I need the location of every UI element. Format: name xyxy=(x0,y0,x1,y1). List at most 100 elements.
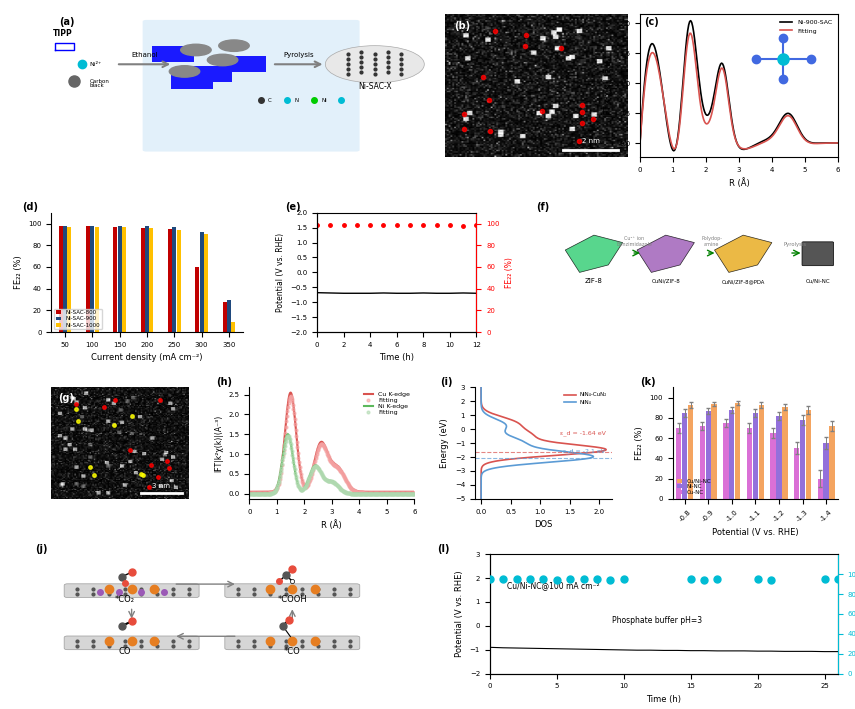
FancyBboxPatch shape xyxy=(143,20,360,152)
Text: *CO: *CO xyxy=(284,647,301,656)
NiN₄-CuN₂ xyxy=(476,494,486,503)
Bar xyxy=(122,227,126,332)
Circle shape xyxy=(169,66,200,77)
Bar xyxy=(805,410,811,499)
FancyBboxPatch shape xyxy=(64,636,199,649)
Bar xyxy=(776,416,781,499)
NiN₄-CuN₂ xyxy=(522,426,533,435)
Fitting xyxy=(345,484,356,492)
Cu K-edge xyxy=(343,478,353,486)
Text: Pyrolysis: Pyrolysis xyxy=(783,242,806,247)
Bar xyxy=(829,426,834,499)
NiN₄ xyxy=(501,429,511,437)
FancyBboxPatch shape xyxy=(64,584,199,598)
Line: Cu K-edge: Cu K-edge xyxy=(250,393,415,492)
Fitting xyxy=(688,43,699,51)
Line: NiN₄-CuN₂: NiN₄-CuN₂ xyxy=(481,388,606,499)
Fitting xyxy=(410,489,420,497)
Fitting xyxy=(343,479,353,488)
Legend: Cu/Ni-NC, Ni-NC, Cu-NC: Cu/Ni-NC, Ni-NC, Cu-NC xyxy=(675,478,712,496)
NiN₄-CuN₂ xyxy=(476,495,486,503)
Text: CO: CO xyxy=(119,647,132,656)
Ni K-edge xyxy=(283,430,293,438)
Text: Ni²⁺: Ni²⁺ xyxy=(90,62,102,67)
Bar xyxy=(747,428,752,499)
Cu K-edge xyxy=(345,483,356,491)
Text: 2 nm: 2 nm xyxy=(581,138,599,144)
Fitting xyxy=(410,489,420,498)
Ni K-edge xyxy=(345,489,356,498)
Line: Fitting: Fitting xyxy=(248,435,416,495)
Ni-900-SAC xyxy=(643,51,653,60)
Cu K-edge xyxy=(286,389,296,397)
Bar xyxy=(723,423,728,499)
Text: black: black xyxy=(90,83,104,88)
Ni-900-SAC xyxy=(686,16,696,25)
NiN₄ xyxy=(500,426,510,435)
NiN₄-CuN₂ xyxy=(525,428,535,437)
X-axis label: Time (h): Time (h) xyxy=(646,695,681,704)
Legend: Cu K-edge, Fitting, Ni K-edge, Fitting: Cu K-edge, Fitting, Ni K-edge, Fitting xyxy=(363,391,411,416)
NiN₄ xyxy=(476,393,486,402)
Fitting xyxy=(343,480,353,489)
Bar xyxy=(688,405,693,499)
Bar xyxy=(735,403,740,499)
Ni K-edge xyxy=(343,489,353,497)
NiN₄ xyxy=(500,428,510,437)
Text: ε_d = -2.1 eV: ε_d = -2.1 eV xyxy=(563,448,605,454)
Cu K-edge xyxy=(245,488,255,496)
Text: Ni: Ni xyxy=(321,98,327,103)
Fitting xyxy=(686,29,696,38)
Text: Cu/Ni-NC@100 mA cm⁻²: Cu/Ni-NC@100 mA cm⁻² xyxy=(507,581,600,590)
Circle shape xyxy=(219,40,249,51)
NiN₄ xyxy=(476,495,486,503)
Ni-900-SAC xyxy=(673,133,683,141)
NiN₄ xyxy=(476,401,486,409)
X-axis label: DOS: DOS xyxy=(534,520,553,529)
Legend: Ni-900-SAC, Fitting: Ni-900-SAC, Fitting xyxy=(777,17,834,36)
Bar xyxy=(86,225,90,332)
Text: Cu/Ni-NC: Cu/Ni-NC xyxy=(805,279,830,284)
Text: (l): (l) xyxy=(438,544,450,554)
Text: CuNi/ZIF-8: CuNi/ZIF-8 xyxy=(652,279,680,284)
Fitting xyxy=(345,489,356,498)
Fitting xyxy=(394,489,404,497)
Bar xyxy=(95,227,98,332)
Bar xyxy=(770,433,775,499)
Y-axis label: Energy (eV): Energy (eV) xyxy=(440,418,449,468)
Text: (k): (k) xyxy=(640,377,656,387)
Fitting xyxy=(400,489,410,497)
X-axis label: Current density (mA cm⁻²): Current density (mA cm⁻²) xyxy=(91,353,203,362)
FancyBboxPatch shape xyxy=(225,57,267,72)
FancyBboxPatch shape xyxy=(225,584,360,598)
Text: ZIF-8: ZIF-8 xyxy=(585,278,603,284)
Fitting xyxy=(245,489,255,498)
Bar xyxy=(699,426,705,499)
Bar xyxy=(140,228,144,332)
Text: Polydop-
amine: Polydop- amine xyxy=(701,236,722,247)
Text: *CO₂: *CO₂ xyxy=(115,595,135,604)
Text: Carbon: Carbon xyxy=(90,79,109,84)
Fitting xyxy=(646,48,657,57)
Bar xyxy=(711,403,716,499)
Y-axis label: |FT k²χ(k)| (a.u.): |FT k²χ(k)| (a.u.) xyxy=(604,55,613,116)
Ni K-edge xyxy=(343,489,353,498)
Bar xyxy=(59,225,62,332)
Y-axis label: IFT|k²χ(k)|(A⁻³): IFT|k²χ(k)|(A⁻³) xyxy=(214,415,223,471)
Bar xyxy=(150,228,153,332)
Ni-900-SAC xyxy=(825,138,835,147)
Ni-900-SAC xyxy=(818,139,828,147)
Ni-900-SAC xyxy=(646,40,657,48)
FancyBboxPatch shape xyxy=(190,67,232,82)
Bar xyxy=(682,413,687,499)
NiN₄-CuN₂ xyxy=(526,429,536,437)
Fitting xyxy=(384,489,394,498)
Line: Fitting: Fitting xyxy=(640,33,838,149)
Bar xyxy=(177,230,180,332)
Fitting xyxy=(394,489,404,498)
Bar xyxy=(168,229,172,332)
Ni K-edge xyxy=(245,489,255,498)
Bar xyxy=(232,323,235,332)
Cu K-edge xyxy=(394,488,404,496)
Ni K-edge xyxy=(245,489,255,498)
